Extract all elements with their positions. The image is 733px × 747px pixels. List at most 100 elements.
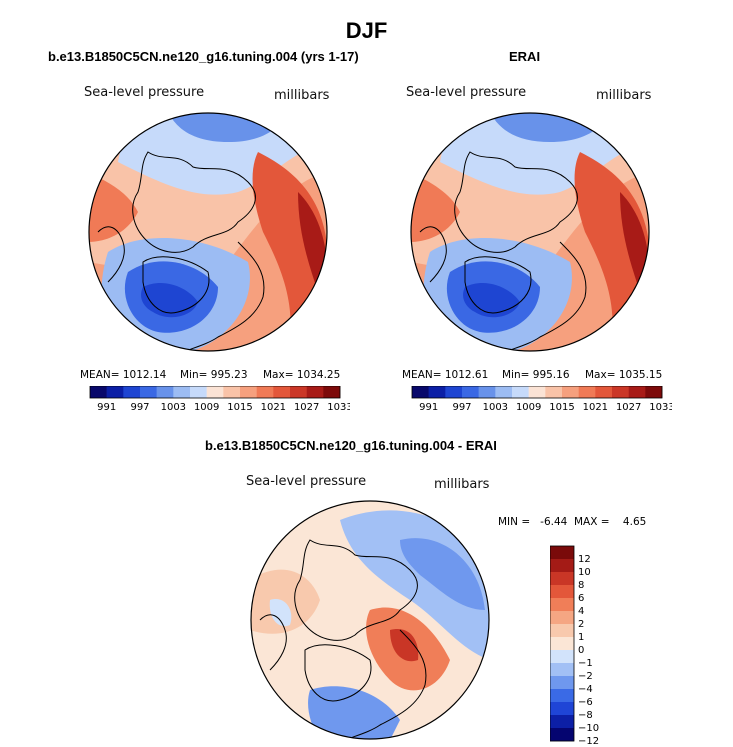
colorbar-box-2: [445, 386, 463, 398]
colorbar-box-13: [306, 386, 324, 398]
colorbar-tick-label: 991: [97, 402, 116, 413]
field-azores-high: [411, 172, 460, 242]
colorbar-tick-label: 2: [578, 619, 584, 630]
colorbar-tick-label: 1015: [227, 402, 252, 413]
colorbar-tick-label: 991: [419, 402, 438, 413]
colorbar-box-12: [550, 702, 574, 716]
field-icelandic-low-core: [463, 282, 520, 318]
panel-3-minmax: MIN = -6.44 MAX = 4.65: [498, 516, 647, 528]
colorbar-box-5: [495, 386, 513, 398]
colorbar-tick-label: −12: [578, 736, 599, 744]
field-azores-high: [89, 172, 138, 242]
colorbar-box-6: [550, 624, 574, 638]
coastline-arctic: [294, 539, 418, 641]
coastline-greenland: [142, 256, 210, 314]
colorbar-box-2: [123, 386, 141, 398]
panel-2-colorbar: 991 997 1003 1009 1015 1021 1027 1033: [411, 386, 672, 413]
coastline-greenland: [304, 644, 372, 702]
colorbar-tick-label: 1015: [549, 402, 574, 413]
colorbar-box-13: [550, 715, 574, 729]
map-boundary: [88, 112, 328, 352]
colorbar-frame: [411, 386, 663, 399]
colorbar-box-8: [545, 386, 563, 398]
colorbar-frame: [89, 386, 341, 399]
map-field: [411, 113, 649, 351]
colorbar-box-6: [190, 386, 207, 398]
panel-1-colorbar: 991 997 1003 1009 1015 1021 1027 1033: [89, 386, 350, 413]
coastline-europe: [344, 629, 427, 739]
panel-2-left-label: Sea-level pressure: [406, 85, 527, 100]
colorbar-tick-label: 6: [578, 593, 584, 604]
panel-2-max: Max= 1035.15: [585, 369, 663, 381]
panel-1-left-label: Sea-level pressure: [84, 85, 205, 100]
coastline-greenland: [464, 256, 532, 314]
field-siberian-high: [620, 192, 649, 292]
colorbar-box-13: [628, 386, 646, 398]
colorbar-box-12: [290, 386, 307, 398]
colorbar-box-11: [273, 386, 291, 398]
panel-3-units-label: millibars: [434, 477, 490, 492]
panel-2-title: ERAI: [509, 49, 541, 64]
panel-2-min: Min= 995.16: [502, 369, 570, 381]
coastline-americas: [259, 614, 287, 671]
map-boundary: [250, 500, 490, 740]
colorbar-box-1: [428, 386, 446, 398]
colorbar-tick-label: 1: [578, 632, 584, 643]
panel-3-title: b.e13.B1850C5CN.ne120_g16.tuning.004 - E…: [205, 438, 497, 453]
colorbar-box-2: [550, 572, 574, 586]
field-icelandic-low-core: [141, 282, 198, 318]
colorbar-box-10: [256, 386, 274, 398]
colorbar-box-14: [550, 728, 574, 742]
colorbar-box-1: [550, 559, 574, 573]
colorbar-tick-label: 4: [578, 606, 584, 617]
panel-2-units-label: millibars: [596, 88, 652, 103]
map-field: [251, 501, 489, 739]
colorbar-box-4: [550, 598, 574, 612]
field-neg-core: [400, 538, 485, 610]
colorbar-tick-label: −2: [578, 671, 593, 682]
colorbar-box-9: [550, 663, 574, 677]
panel-2-polar-map: [410, 112, 650, 352]
colorbar-box-9: [240, 386, 257, 398]
colorbar-box-5: [550, 611, 574, 625]
colorbar-tick-label: 997: [452, 402, 471, 413]
colorbar-tick-label: 1033: [327, 402, 350, 413]
colorbar-box-7: [550, 637, 574, 651]
coastline-americas: [97, 226, 125, 283]
colorbar-tick-label: −1: [578, 658, 593, 669]
panel-3-left-label: Sea-level pressure: [246, 474, 367, 489]
coastline-europe: [504, 241, 587, 351]
field-pos-west: [251, 569, 320, 634]
colorbar-box-4: [156, 386, 174, 398]
panel-2-mean: MEAN= 1012.61: [402, 369, 489, 381]
map-boundary: [410, 112, 650, 352]
colorbar-tick-label: 12: [578, 554, 591, 565]
field-siberian-high: [298, 192, 327, 292]
colorbar-box-8: [550, 650, 574, 664]
colorbar-tick-label: 1021: [583, 402, 608, 413]
panel-1-title: b.e13.B1850C5CN.ne120_g16.tuning.004 (yr…: [48, 49, 359, 64]
colorbar-box-9: [562, 386, 579, 398]
colorbar-box-6: [512, 386, 529, 398]
colorbar-box-3: [550, 585, 574, 599]
field-pos-core: [390, 629, 419, 662]
colorbar-box-7: [528, 386, 546, 398]
panel-1-min: Min= 995.23: [180, 369, 248, 381]
panel-1-mean: MEAN= 1012.14: [80, 369, 167, 381]
colorbar-tick-label: −8: [578, 710, 593, 721]
colorbar-box-10: [578, 386, 596, 398]
colorbar-box-7: [206, 386, 224, 398]
colorbar-tick-label: 1009: [194, 402, 219, 413]
field-neg-patch: [269, 599, 292, 627]
figure-title: DJF: [345, 18, 388, 43]
colorbar-box-0: [412, 386, 429, 398]
colorbar-tick-label: 1033: [649, 402, 672, 413]
panel-1-units-label: millibars: [274, 88, 330, 103]
colorbar-box-10: [550, 676, 574, 690]
colorbar-box-5: [173, 386, 191, 398]
colorbar-tick-label: 1027: [616, 402, 641, 413]
panel-1-max: Max= 1034.25: [263, 369, 341, 381]
coastline-arctic: [132, 151, 256, 253]
colorbar-box-14: [323, 386, 341, 398]
